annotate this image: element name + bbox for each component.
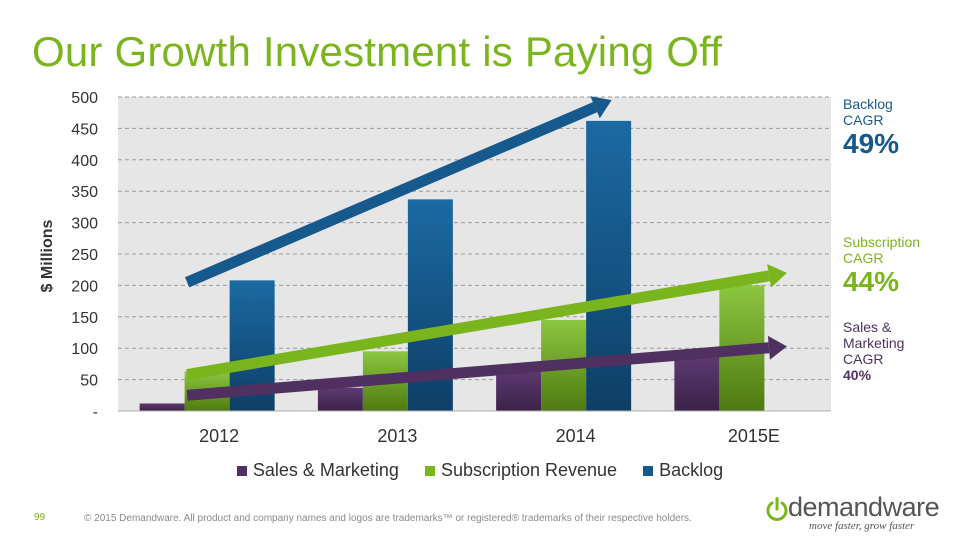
legend-label-sales-marketing: Sales & Marketing bbox=[252, 460, 399, 480]
trend-arrow-sales-marketing-shaft bbox=[186, 342, 770, 401]
slide-title: Our Growth Investment is Paying Off bbox=[32, 28, 723, 75]
subscription-cagr-value: 44% bbox=[843, 266, 900, 297]
bar-sales-marketing-2014 bbox=[496, 370, 542, 411]
sales-marketing-cagr-label-2: Marketing bbox=[843, 335, 905, 351]
y-tick-label: - bbox=[93, 404, 98, 421]
legend-label-subscription-revenue: Subscription Revenue bbox=[440, 460, 618, 480]
x-tick-label: 2015E bbox=[728, 426, 780, 446]
backlog-cagr-callout: Backlog CAGR 49% bbox=[843, 96, 899, 160]
x-tick-label: 2013 bbox=[377, 426, 417, 446]
y-tick-label: 150 bbox=[71, 310, 98, 327]
trend-arrow-subscription-revenue-head bbox=[767, 264, 787, 288]
sales-marketing-cagr-value: 40% bbox=[843, 367, 872, 383]
y-tick-label: 50 bbox=[80, 373, 98, 390]
logo-tagline: move faster, grow faster bbox=[809, 520, 915, 532]
backlog-cagr-label-1: Backlog bbox=[843, 96, 893, 112]
y-tick-label: 400 bbox=[71, 153, 98, 170]
sales-marketing-cagr-callout: Sales & Marketing CAGR 40% bbox=[843, 319, 904, 383]
subscription-cagr-callout: Subscription CAGR 44% bbox=[843, 234, 920, 298]
y-tick-label: 350 bbox=[71, 184, 98, 201]
copyright-footer: © 2015 Demandware. All product and compa… bbox=[84, 513, 692, 524]
subscription-cagr-label-1: Subscription bbox=[843, 234, 921, 250]
backlog-cagr-value: 49% bbox=[843, 128, 900, 159]
bar-sales-marketing-2013 bbox=[317, 387, 363, 411]
sales-marketing-cagr-label-3: CAGR bbox=[843, 351, 884, 367]
legend-swatch-backlog bbox=[643, 465, 654, 476]
legend-label-backlog: Backlog bbox=[659, 460, 724, 480]
chart-legend: Sales & Marketing Subscription Revenue B… bbox=[0, 460, 960, 481]
bar-sales-marketing-2012 bbox=[139, 403, 185, 411]
legend-item-backlog: Backlog bbox=[643, 460, 723, 481]
trend-arrow-backlog-head bbox=[590, 96, 612, 119]
y-tick-label: 450 bbox=[71, 121, 98, 138]
legend-swatch-sales-marketing bbox=[236, 465, 247, 476]
y-tick-label: 200 bbox=[71, 278, 98, 295]
y-tick-label: 300 bbox=[71, 216, 98, 233]
x-tick-label: 2012 bbox=[199, 426, 239, 446]
trend-arrow-subscription-revenue-shaft bbox=[186, 270, 771, 380]
logo-wordmark: demandware bbox=[788, 492, 940, 522]
trend-arrow-backlog-shaft bbox=[184, 102, 598, 288]
demandware-logo: demandware move faster, grow faster bbox=[765, 492, 940, 535]
trend-arrow-sales-marketing-head bbox=[767, 335, 787, 360]
backlog-cagr-label-2: CAGR bbox=[843, 112, 884, 128]
page-number: 99 bbox=[34, 512, 46, 523]
y-tick-label: 500 bbox=[71, 90, 98, 107]
y-tick-label: 250 bbox=[71, 247, 98, 264]
legend-swatch-subscription-revenue bbox=[424, 465, 435, 476]
y-axis-label: $ Millions bbox=[39, 219, 56, 292]
legend-item-sales-marketing: Sales & Marketing bbox=[236, 460, 399, 481]
sales-marketing-cagr-label-1: Sales & bbox=[843, 319, 892, 335]
y-tick-label: 100 bbox=[71, 341, 98, 358]
bar-sales-marketing-2015e bbox=[674, 355, 720, 411]
power-icon bbox=[766, 497, 788, 521]
subscription-cagr-label-2: CAGR bbox=[843, 250, 884, 266]
x-tick-label: 2014 bbox=[556, 426, 596, 446]
legend-item-subscription-revenue: Subscription Revenue bbox=[424, 460, 618, 481]
